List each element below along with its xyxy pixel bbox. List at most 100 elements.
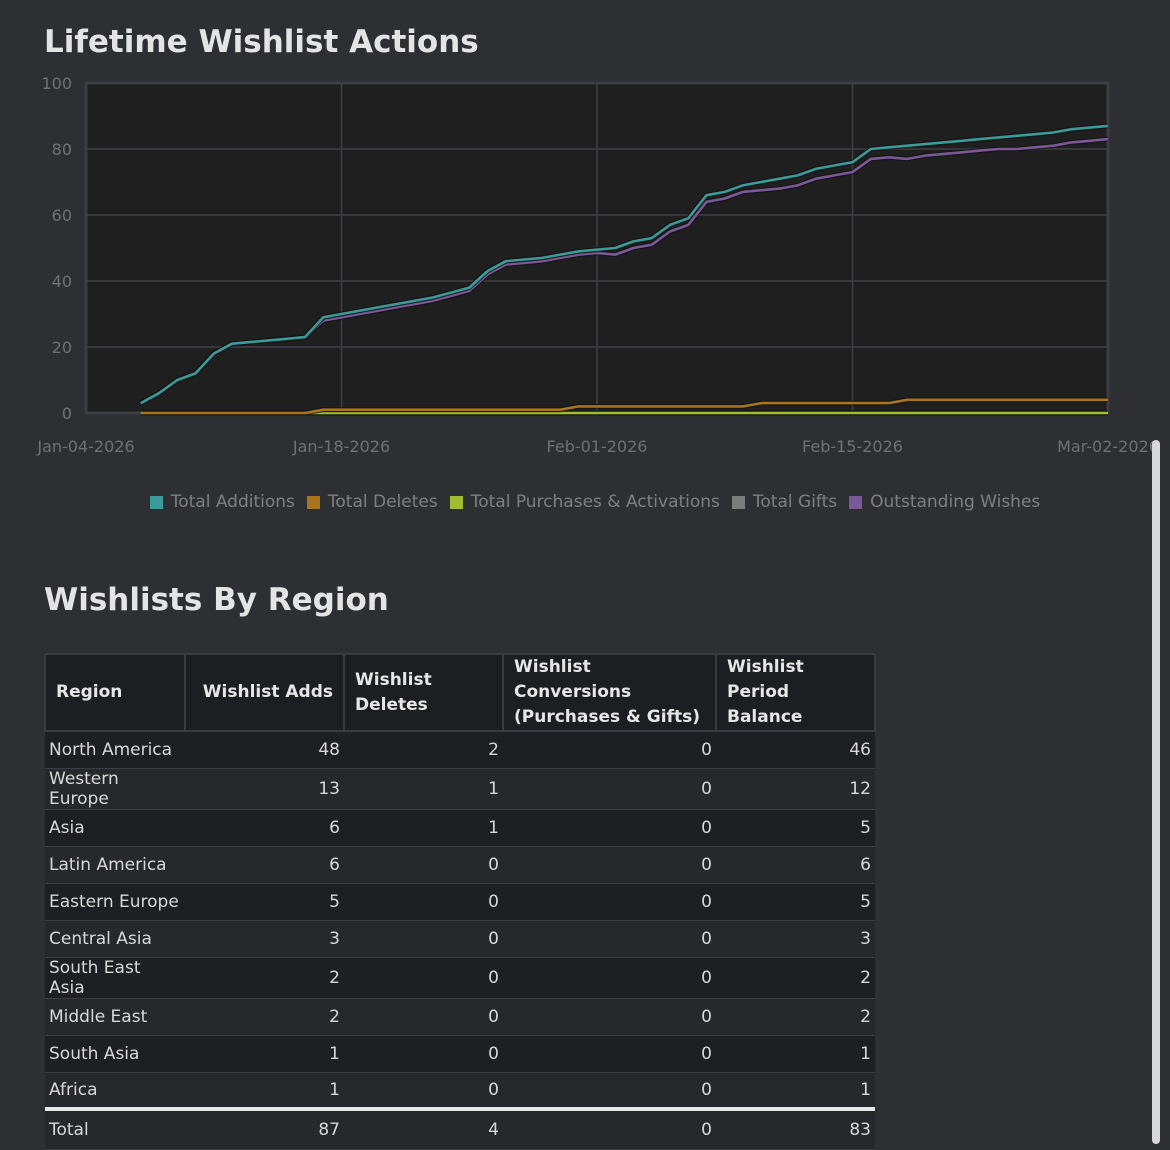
table-row: North America 48 2 0 46 bbox=[45, 731, 875, 769]
cell-conversions: 0 bbox=[503, 998, 716, 1036]
legend-item-total-additions[interactable]: Total Additions bbox=[149, 492, 295, 512]
legend-item-total-purchases[interactable]: Total Purchases & Activations bbox=[449, 492, 720, 512]
legend-label: Total Purchases & Activations bbox=[470, 492, 720, 512]
cell-conversions: 0 bbox=[503, 1072, 716, 1110]
x-tick-label: Feb-15-2026 bbox=[802, 437, 903, 456]
total-label: Total bbox=[45, 1107, 185, 1150]
cell-adds: 1 bbox=[185, 1072, 344, 1110]
cell-deletes: 0 bbox=[344, 957, 503, 999]
legend-swatch bbox=[149, 495, 163, 509]
header-balance-line2: Balance bbox=[727, 707, 803, 727]
header-conversions-line2: (Purchases & Gifts) bbox=[514, 707, 700, 727]
cell-region: Africa bbox=[45, 1072, 185, 1110]
total-adds: 87 bbox=[185, 1107, 344, 1150]
total-conversions: 0 bbox=[503, 1107, 716, 1150]
cell-conversions: 0 bbox=[503, 920, 716, 958]
cell-balance: 2 bbox=[716, 957, 875, 999]
region-table: Region Wishlist Adds Wishlist Deletes Wi… bbox=[44, 653, 876, 1150]
cell-adds: 3 bbox=[185, 920, 344, 958]
header-conversions[interactable]: Wishlist Conversions (Purchases & Gifts) bbox=[502, 653, 717, 732]
table-row: Asia 6 1 0 5 bbox=[45, 809, 875, 847]
cell-balance: 2 bbox=[716, 998, 875, 1036]
y-tick-label: 40 bbox=[52, 272, 72, 291]
legend-swatch bbox=[731, 495, 745, 509]
cell-deletes: 0 bbox=[344, 846, 503, 884]
y-tick-label: 0 bbox=[62, 404, 72, 423]
legend-item-total-gifts[interactable]: Total Gifts bbox=[731, 492, 838, 512]
legend-item-outstanding-wishes[interactable]: Outstanding Wishes bbox=[849, 492, 1040, 512]
cell-adds: 6 bbox=[185, 809, 344, 847]
cell-balance: 1 bbox=[716, 1035, 875, 1073]
header-deletes[interactable]: Wishlist Deletes bbox=[343, 653, 504, 732]
cell-balance: 5 bbox=[716, 809, 875, 847]
y-tick-label: 60 bbox=[52, 206, 72, 225]
table-row: South East Asia 2 0 0 2 bbox=[45, 957, 875, 999]
cell-adds: 5 bbox=[185, 883, 344, 921]
cell-adds: 2 bbox=[185, 957, 344, 999]
legend-label: Total Deletes bbox=[327, 492, 438, 512]
cell-region: Middle East bbox=[45, 998, 185, 1036]
legend-label: Total Additions bbox=[170, 492, 295, 512]
cell-adds: 1 bbox=[185, 1035, 344, 1073]
total-balance: 83 bbox=[716, 1107, 875, 1150]
cell-balance: 12 bbox=[716, 768, 875, 810]
cell-region: South Asia bbox=[45, 1035, 185, 1073]
region-title: Wishlists By Region bbox=[44, 582, 389, 618]
cell-deletes: 0 bbox=[344, 1072, 503, 1110]
legend-label: Outstanding Wishes bbox=[870, 492, 1041, 512]
series-line-total-additions bbox=[140, 124, 1109, 405]
y-tick-label: 20 bbox=[52, 338, 72, 357]
chart-legend: Total Additions Total Deletes Total Purc… bbox=[0, 492, 1170, 512]
x-tick-label: Feb-01-2026 bbox=[547, 437, 648, 456]
cell-deletes: 0 bbox=[344, 883, 503, 921]
cell-deletes: 0 bbox=[344, 1035, 503, 1073]
x-tick-label: Jan-18-2026 bbox=[292, 437, 390, 456]
table-row: Africa 1 0 0 1 bbox=[45, 1072, 875, 1110]
header-adds[interactable]: Wishlist Adds bbox=[184, 653, 345, 732]
header-region[interactable]: Region bbox=[44, 653, 186, 732]
legend-swatch bbox=[306, 495, 320, 509]
header-conversions-line1: Wishlist Conversions bbox=[514, 657, 632, 702]
cell-adds: 48 bbox=[185, 731, 344, 769]
table-row: Central Asia 3 0 0 3 bbox=[45, 920, 875, 958]
chart-title: Lifetime Wishlist Actions bbox=[44, 24, 479, 60]
cell-conversions: 0 bbox=[503, 809, 716, 847]
cell-deletes: 1 bbox=[344, 809, 503, 847]
wishlist-line-chart: 0 20 40 60 80 100 Jan-04-2026 Jan-18-2026 Feb-01… bbox=[36, 74, 1159, 456]
header-balance-line1: Wishlist Period bbox=[727, 657, 804, 702]
cell-adds: 2 bbox=[185, 998, 344, 1036]
cell-adds: 6 bbox=[185, 846, 344, 884]
cell-region: Western Europe bbox=[45, 768, 185, 810]
legend-label: Total Gifts bbox=[752, 492, 838, 512]
header-balance[interactable]: Wishlist Period Balance bbox=[715, 653, 876, 732]
cell-region: North America bbox=[45, 731, 185, 769]
cell-conversions: 0 bbox=[503, 957, 716, 999]
total-deletes: 4 bbox=[344, 1107, 503, 1150]
cell-region: Eastern Europe bbox=[45, 883, 185, 921]
table-row: Latin America 6 0 0 6 bbox=[45, 846, 875, 884]
cell-balance: 1 bbox=[716, 1072, 875, 1110]
vertical-scrollbar[interactable] bbox=[1152, 440, 1160, 1144]
cell-balance: 46 bbox=[716, 731, 875, 769]
cell-balance: 5 bbox=[716, 883, 875, 921]
cell-deletes: 1 bbox=[344, 768, 503, 810]
cell-region: Asia bbox=[45, 809, 185, 847]
cell-region: South East Asia bbox=[45, 957, 185, 999]
y-tick-label: 100 bbox=[41, 74, 72, 93]
x-tick-label: Jan-04-2026 bbox=[36, 437, 134, 456]
cell-balance: 6 bbox=[716, 846, 875, 884]
table-header-row: Region Wishlist Adds Wishlist Deletes Wi… bbox=[44, 653, 876, 732]
cell-deletes: 0 bbox=[344, 920, 503, 958]
cell-balance: 3 bbox=[716, 920, 875, 958]
cell-deletes: 2 bbox=[344, 731, 503, 769]
table-row: Western Europe 13 1 0 12 bbox=[45, 768, 875, 810]
cell-conversions: 0 bbox=[503, 1035, 716, 1073]
cell-conversions: 0 bbox=[503, 883, 716, 921]
cell-deletes: 0 bbox=[344, 998, 503, 1036]
legend-item-total-deletes[interactable]: Total Deletes bbox=[306, 492, 438, 512]
series-line-total-deletes bbox=[140, 398, 1108, 415]
cell-region: Central Asia bbox=[45, 920, 185, 958]
cell-conversions: 0 bbox=[503, 768, 716, 810]
table-row: South Asia 1 0 0 1 bbox=[45, 1035, 875, 1073]
cell-region: Latin America bbox=[45, 846, 185, 884]
